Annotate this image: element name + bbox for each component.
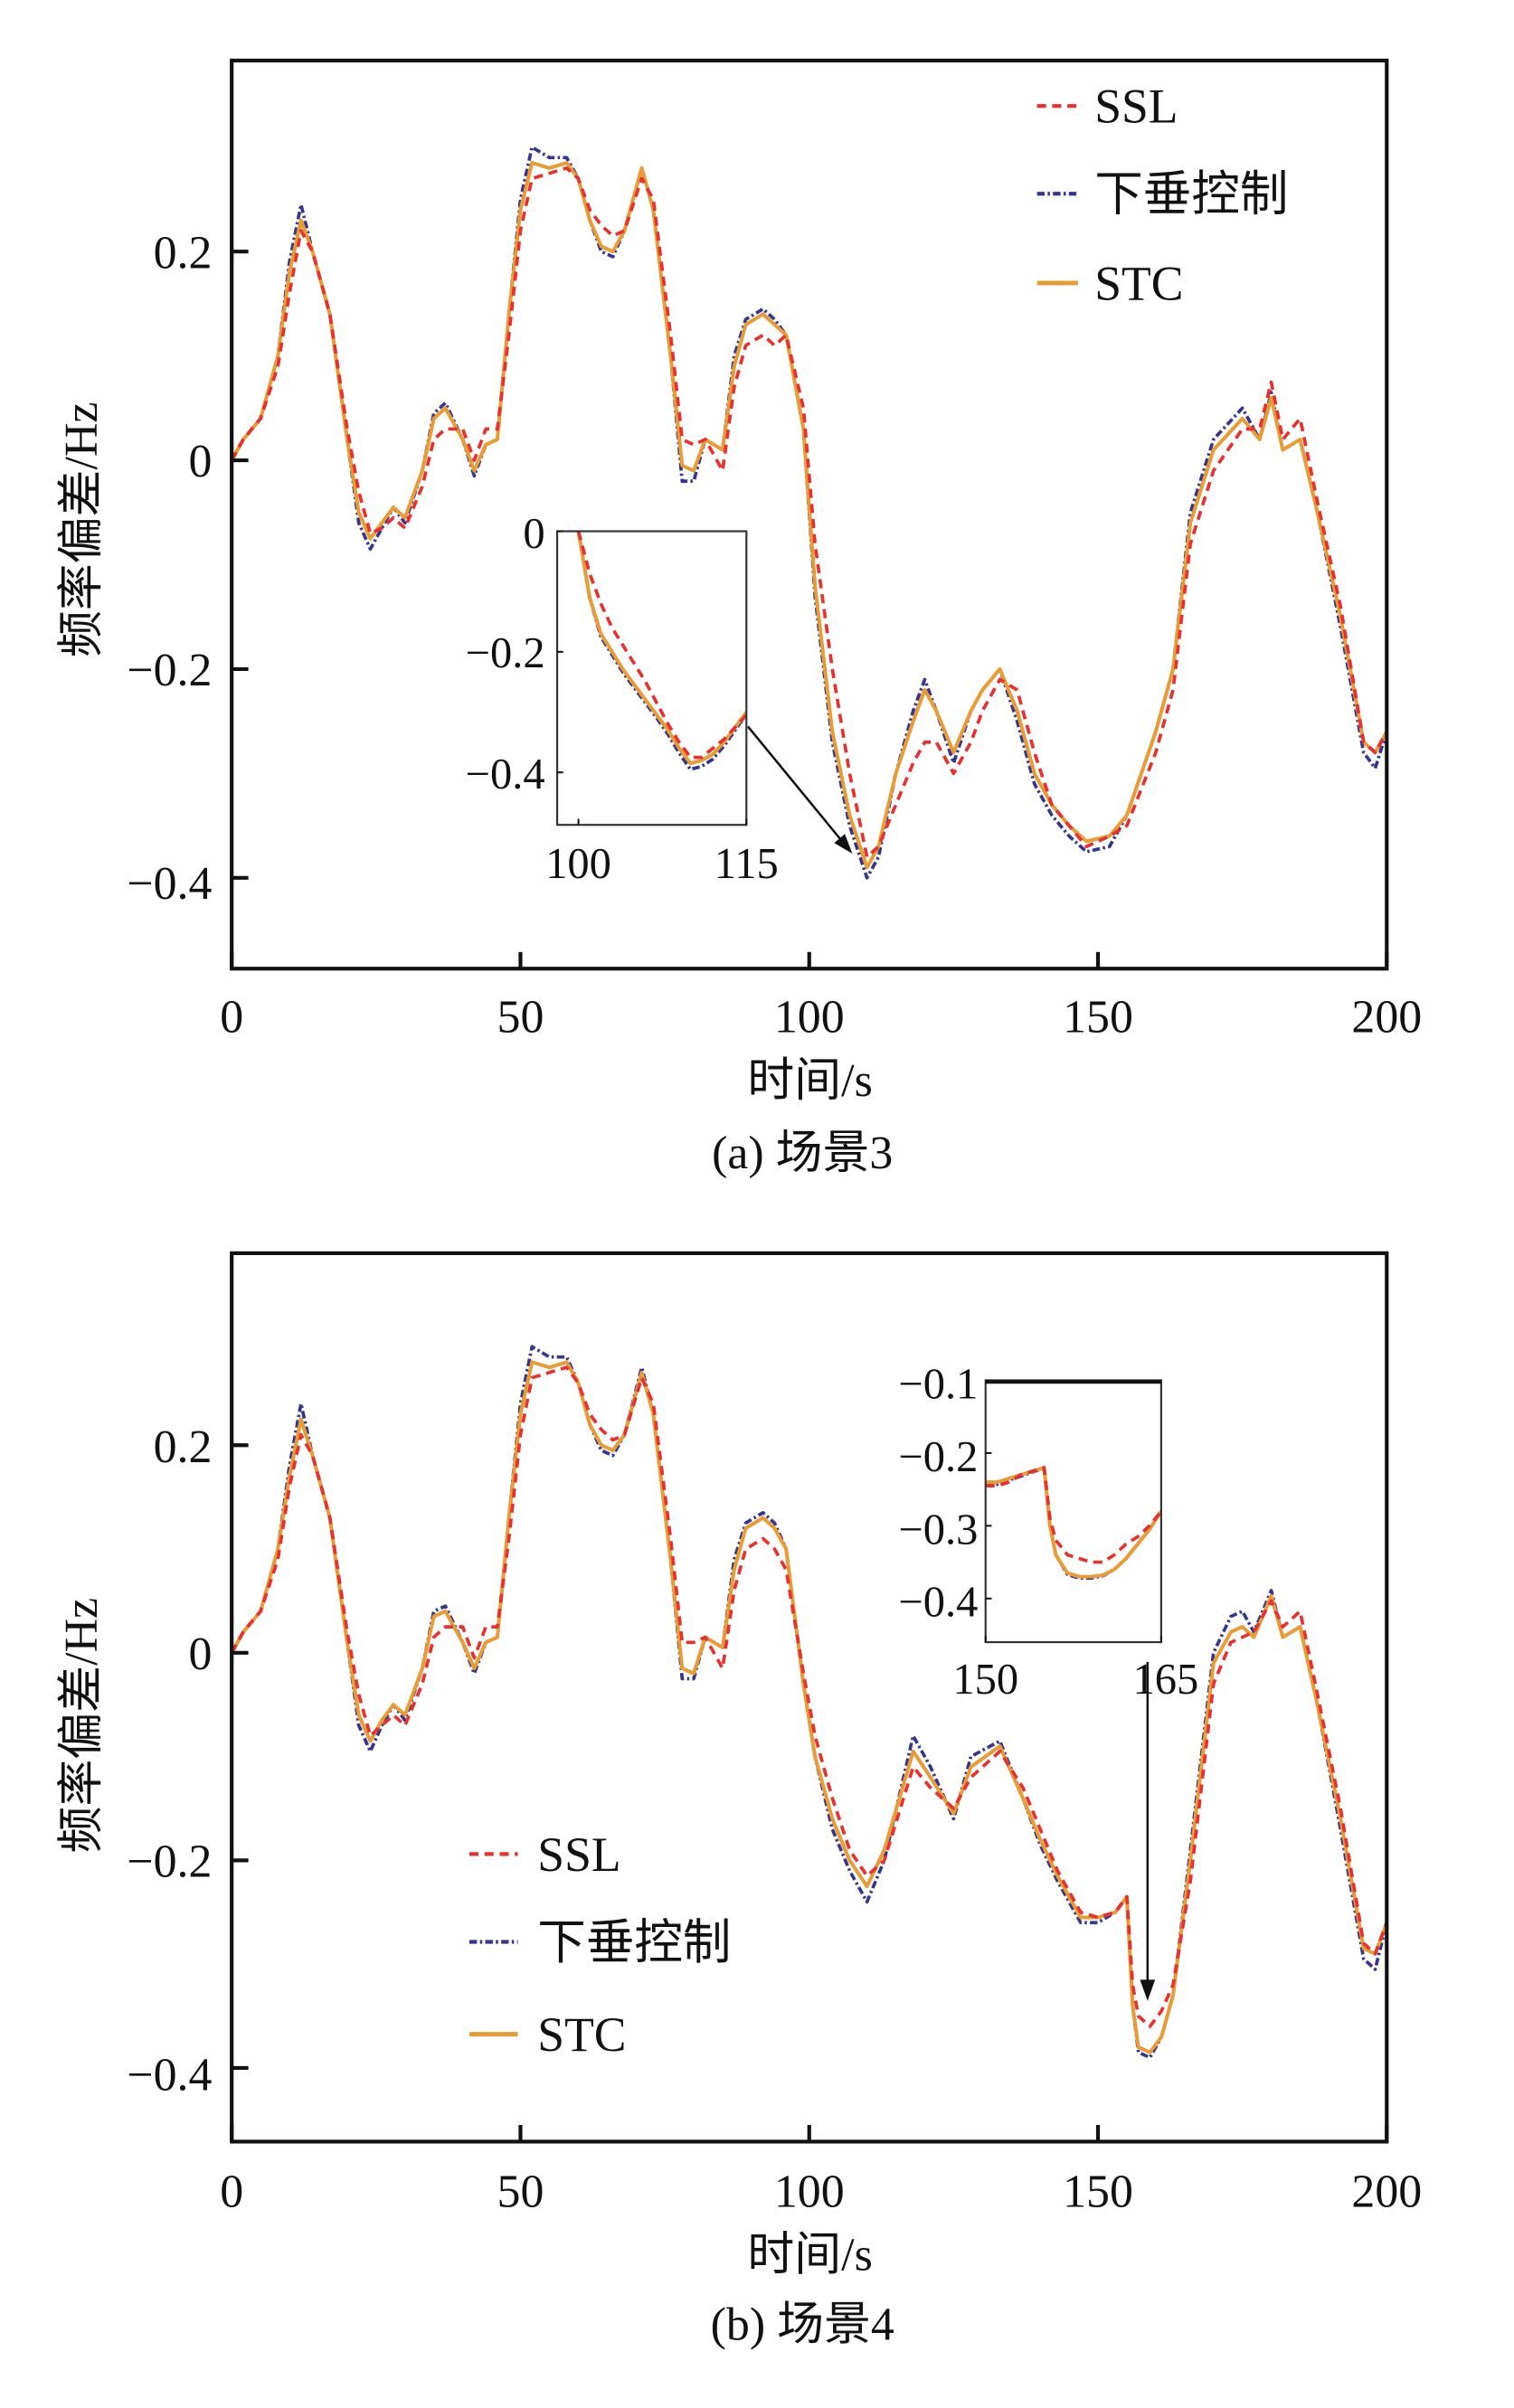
legend-ssl-label: SSL <box>537 1827 620 1882</box>
x-tick-label: 100 <box>774 992 845 1043</box>
inset-0-series-ssl <box>576 531 747 760</box>
x-tick-label: 0 <box>220 992 243 1043</box>
inset-0-series-stc <box>576 531 747 766</box>
inset-y-tick-label: −0.4 <box>466 751 545 798</box>
inset-y-tick-label: −0.1 <box>898 1361 978 1409</box>
y-tick-label: −0.2 <box>127 1836 212 1887</box>
y-axis-label: 频率偏差/Hz <box>56 1598 108 1853</box>
chart-0-series-droop <box>232 145 1387 880</box>
inset-series <box>576 531 747 771</box>
inset-x-tick-label: 115 <box>714 840 779 888</box>
chart-a-series <box>232 145 1387 880</box>
inset-x-tick-label: 165 <box>1133 1656 1199 1704</box>
y-tick-label: −0.2 <box>127 645 212 696</box>
chart-0-series-stc <box>232 161 1387 870</box>
zoom-arrow <box>746 725 853 855</box>
chart-1-series-ssl <box>232 1365 1387 2028</box>
inset-frame <box>555 530 748 826</box>
x-axis-label: 时间/s <box>747 1055 872 1107</box>
legend: SSL 下垂控制 STC <box>468 1827 732 2062</box>
inset-ticks <box>557 530 748 826</box>
chart-b-series <box>232 1345 1387 2060</box>
chart-0-series-ssl <box>232 165 1387 859</box>
x-tick-label: 200 <box>1351 2166 1422 2217</box>
x-tick-label: 50 <box>497 2166 544 2217</box>
inset-y-tick-label: −0.2 <box>898 1433 978 1481</box>
legend-stc-label: STC <box>1094 256 1183 310</box>
inset-y-tick-label: −0.2 <box>466 629 545 677</box>
inset-background <box>557 531 747 826</box>
x-tick-label: 200 <box>1351 992 1422 1043</box>
inset: 0 −0.2 −0.4 100 115 <box>466 510 779 888</box>
caption: (a) 场景3 <box>712 1128 893 1179</box>
y-tick-label: 0 <box>188 1629 212 1680</box>
chart-a: 0 50 100 150 200 0.2 0 −0.2 −0.4 时间/s 频率… <box>56 58 1422 1179</box>
chart-1-series-droop <box>232 1345 1387 2060</box>
x-tick-label: 50 <box>497 992 544 1043</box>
chart-1-series-stc <box>232 1360 1387 2054</box>
legend: SSL 下垂控制 STC <box>1036 80 1288 310</box>
inset-series <box>985 1466 1161 1581</box>
legend-droop-label: 下垂控制 <box>537 1915 731 1969</box>
y-tick-label: 0.2 <box>154 227 213 279</box>
inset: −0.1 −0.2 −0.3 −0.4 150 165 <box>898 1361 1198 1704</box>
inset-x-tick-label: 150 <box>952 1656 1018 1704</box>
inset-y-tick-label: −0.4 <box>898 1579 978 1627</box>
y-axis-label: 频率偏差/Hz <box>56 402 108 657</box>
legend-stc-label: STC <box>537 2007 626 2062</box>
inset-x-tick-label: 100 <box>545 840 611 888</box>
x-axis-label: 时间/s <box>747 2230 872 2281</box>
inset-1-series-ssl <box>985 1466 1161 1564</box>
inset-ticks <box>984 1379 1162 1643</box>
y-tick-label: −0.4 <box>127 2050 212 2101</box>
x-tick-label: 150 <box>1063 2166 1133 2217</box>
caption: (b) 场景4 <box>711 2299 894 2351</box>
x-tick-label: 100 <box>774 2166 845 2217</box>
zoom-arrow <box>1140 1661 1156 2001</box>
legend-droop-label: 下垂控制 <box>1094 167 1288 222</box>
inset-y-tick-label: 0 <box>523 510 544 558</box>
chart-b: 0 50 100 150 200 0.2 0 −0.2 −0.4 时间/s 频率… <box>56 1251 1422 2351</box>
y-tick-label: 0.2 <box>154 1421 213 1473</box>
x-tick-label: 0 <box>220 2166 243 2217</box>
chart-b-ticks <box>230 1443 1389 2142</box>
x-tick-label: 150 <box>1063 992 1133 1043</box>
chart-a-ticks <box>230 250 1389 969</box>
inset-y-tick-label: −0.3 <box>898 1506 978 1553</box>
y-tick-label: 0 <box>188 436 212 487</box>
inset-background <box>985 1380 1161 1643</box>
legend-ssl-label: SSL <box>1094 80 1178 134</box>
y-tick-label: −0.4 <box>127 858 212 910</box>
